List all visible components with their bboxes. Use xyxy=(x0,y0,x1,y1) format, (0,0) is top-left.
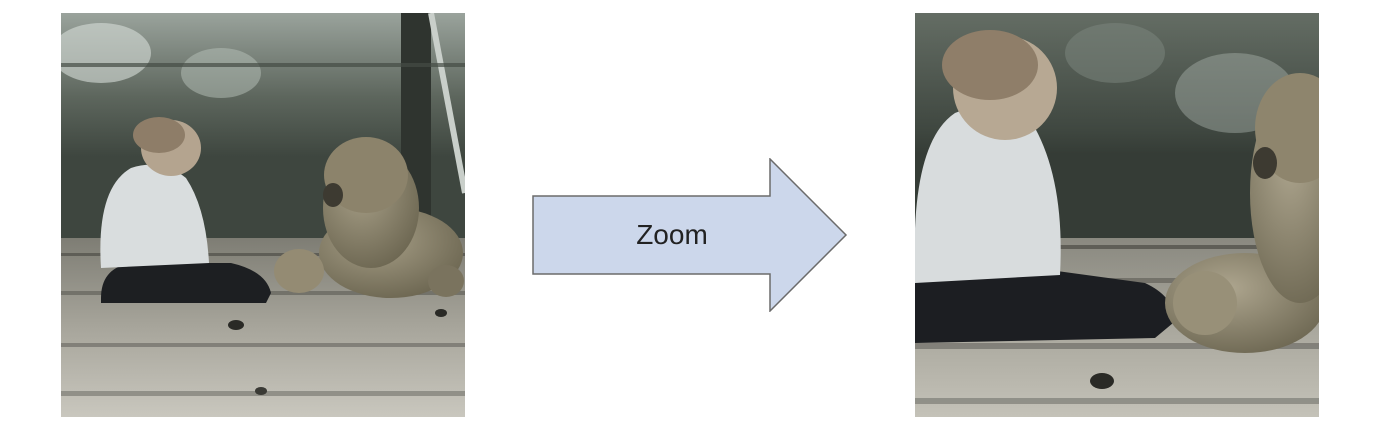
original-photo-illustration xyxy=(61,13,465,417)
zoomed-photo-illustration xyxy=(915,13,1319,417)
original-photo xyxy=(61,13,465,417)
zoom-arrow-shape xyxy=(532,158,848,312)
zoomed-photo xyxy=(915,13,1319,417)
zoom-arrow xyxy=(532,158,848,312)
